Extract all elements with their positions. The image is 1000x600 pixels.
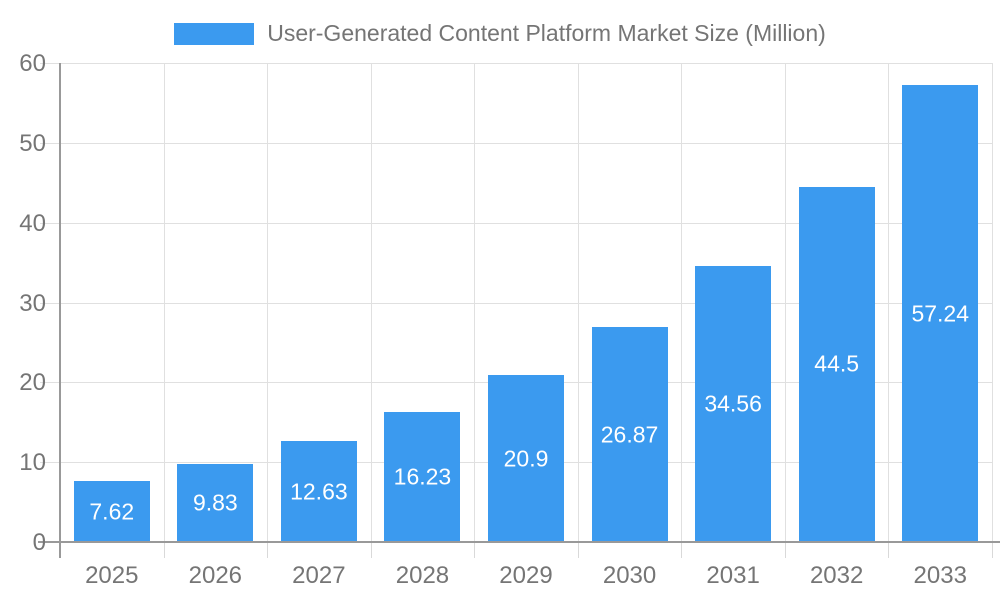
h-gridline bbox=[40, 302, 992, 304]
y-axis-tick-label: 0 bbox=[32, 529, 46, 556]
x-axis-tick bbox=[992, 542, 993, 558]
bar bbox=[384, 412, 461, 542]
v-gridline bbox=[681, 63, 683, 542]
y-axis-tick-label: 40 bbox=[19, 209, 46, 237]
bar-value-label: 26.87 bbox=[600, 421, 659, 448]
x-axis-tick bbox=[163, 542, 165, 558]
v-gridline bbox=[577, 63, 579, 542]
x-axis-tick bbox=[888, 542, 890, 558]
bar-value-label: 9.83 bbox=[192, 489, 238, 516]
v-gridline bbox=[474, 63, 476, 542]
y-axis-tick-label: 20 bbox=[19, 369, 46, 397]
h-gridline bbox=[40, 142, 992, 144]
x-axis-tick-label: 2028 bbox=[395, 562, 450, 589]
h-gridline bbox=[40, 63, 992, 64]
bar bbox=[280, 441, 357, 542]
bar-value-label: 7.62 bbox=[89, 498, 135, 525]
bar bbox=[177, 463, 254, 542]
bar-value-label: 57.24 bbox=[911, 300, 969, 327]
bar-value-label: 20.9 bbox=[503, 445, 549, 472]
bar bbox=[488, 375, 564, 542]
bar bbox=[798, 186, 875, 542]
y-axis-tick-label: 10 bbox=[19, 449, 46, 477]
v-gridline bbox=[163, 63, 165, 542]
v-gridline bbox=[888, 63, 890, 542]
x-axis-tick-label: 2026 bbox=[188, 562, 243, 589]
bar-value-label: 12.63 bbox=[290, 478, 348, 505]
v-gridline bbox=[784, 63, 786, 542]
v-gridline bbox=[267, 63, 269, 542]
bar-value-label: 44.5 bbox=[814, 350, 860, 377]
legend-label: User-Generated Content Platform Market S… bbox=[267, 20, 826, 46]
legend-swatch bbox=[174, 22, 255, 45]
x-axis-tick bbox=[577, 542, 579, 558]
y-axis-line bbox=[59, 63, 61, 558]
x-axis-tick bbox=[267, 542, 269, 558]
x-axis-tick bbox=[474, 542, 476, 558]
h-gridline bbox=[40, 382, 992, 384]
x-axis-tick bbox=[681, 542, 683, 558]
v-gridline bbox=[370, 63, 372, 542]
x-axis-tick-label: 2027 bbox=[292, 562, 346, 589]
x-axis-line bbox=[38, 541, 1000, 543]
y-axis-tick-label: 30 bbox=[19, 289, 46, 317]
bar-value-label: 16.23 bbox=[393, 463, 452, 490]
chart-legend[interactable]: User-Generated Content Platform Market S… bbox=[0, 20, 1000, 47]
h-gridline bbox=[40, 222, 992, 224]
h-gridline bbox=[40, 462, 992, 464]
v-gridline bbox=[992, 63, 993, 542]
y-axis-tick-label: 60 bbox=[19, 50, 46, 77]
x-axis-tick-label: 2030 bbox=[602, 562, 657, 589]
x-axis-tick-label: 2031 bbox=[706, 562, 760, 589]
x-axis-tick-label: 2033 bbox=[913, 562, 967, 589]
bar bbox=[73, 481, 150, 542]
bar bbox=[591, 327, 668, 542]
y-axis-tick-label: 50 bbox=[19, 129, 46, 157]
bar bbox=[902, 85, 979, 542]
x-axis-tick bbox=[784, 542, 786, 558]
bar-value-label: 34.56 bbox=[704, 390, 762, 417]
x-axis-tick-label: 2025 bbox=[85, 562, 139, 589]
bar bbox=[695, 266, 772, 542]
x-axis-tick-label: 2029 bbox=[499, 562, 553, 589]
x-axis-tick-label: 2032 bbox=[809, 562, 864, 589]
x-axis-tick bbox=[370, 542, 372, 558]
